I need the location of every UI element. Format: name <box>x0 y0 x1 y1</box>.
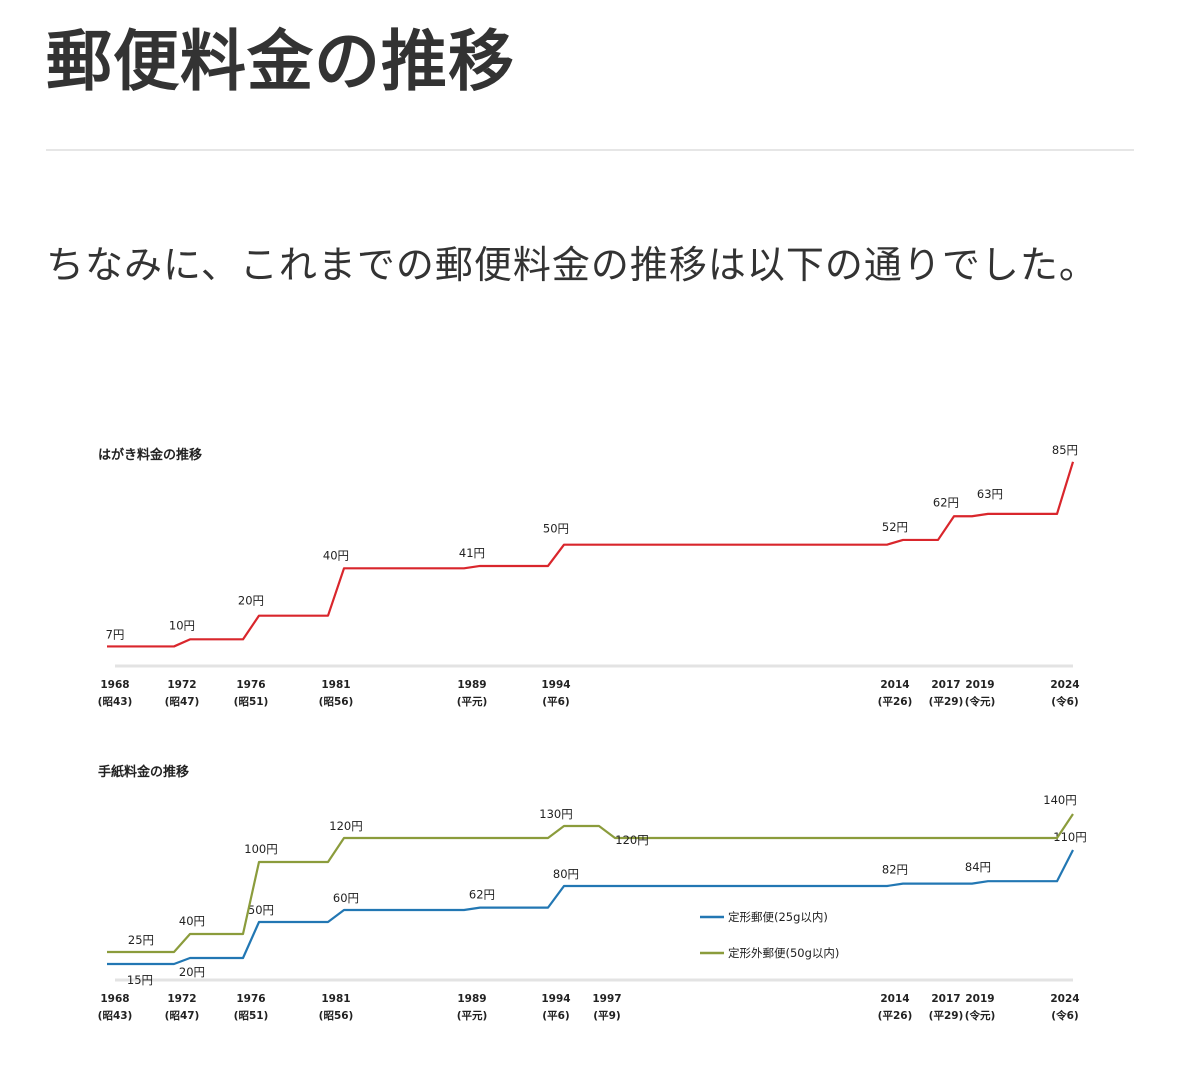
data-label: 100円 <box>244 842 277 856</box>
x-tick-year: 1989 <box>457 993 486 1005</box>
x-tick-year: 2014 <box>880 679 909 691</box>
chart-title: はがき料金の推移 <box>98 447 202 463</box>
x-tick-year: 1972 <box>167 993 196 1005</box>
x-tick-era: (平26) <box>878 1010 913 1022</box>
data-label: 63円 <box>977 487 1003 501</box>
x-tick-era: (平6) <box>542 696 569 708</box>
x-tick-era: (平9) <box>593 1010 620 1022</box>
x-tick-era: (昭56) <box>319 696 354 708</box>
x-tick-year: 1981 <box>321 679 350 691</box>
x-tick-year: 1972 <box>167 679 196 691</box>
x-tick-year: 1994 <box>541 679 570 691</box>
x-tick-year: 2024 <box>1050 993 1079 1005</box>
x-tick-year: 1997 <box>592 993 621 1005</box>
title-divider <box>46 149 1134 151</box>
data-label: 15円 <box>127 973 153 987</box>
legend-label: 定形外郵便(50g以内) <box>728 946 839 960</box>
data-label: 85円 <box>1052 443 1078 457</box>
x-tick-era: (令元) <box>965 695 996 708</box>
data-label: 20円 <box>179 965 205 979</box>
x-tick-era: (昭56) <box>319 1010 354 1022</box>
x-tick-year: 1968 <box>100 993 129 1005</box>
x-tick-year: 1976 <box>236 993 265 1005</box>
x-tick-era: (令6) <box>1051 695 1078 708</box>
data-label: 130円 <box>539 807 572 821</box>
series-line-1 <box>107 849 1074 966</box>
data-label: 10円 <box>169 618 195 632</box>
data-label: 80円 <box>553 867 579 881</box>
data-label: 62円 <box>933 495 959 509</box>
data-label: 82円 <box>882 863 908 877</box>
data-label: 25円 <box>128 933 154 947</box>
x-tick-year: 1976 <box>236 679 265 691</box>
x-tick-era: (昭43) <box>98 696 133 708</box>
x-tick-era: (平26) <box>878 696 913 708</box>
x-tick-year: 2014 <box>880 993 909 1005</box>
series-line-1 <box>107 461 1075 648</box>
letter-price-chart: 手紙料金の推移 1968 (昭43) 1972 (昭47) 1976 (昭51) 1981 (昭… <box>98 764 1087 1022</box>
x-tick-year: 2024 <box>1050 679 1079 691</box>
data-label: 40円 <box>179 914 205 928</box>
series-line-2 <box>107 813 1074 954</box>
x-tick-era: (昭51) <box>234 1010 269 1022</box>
data-label: 50円 <box>543 522 569 536</box>
body-paragraph: ちなみに、これまでの郵便料金の推移は以下の通りでした。 <box>46 243 1098 287</box>
x-tick-year: 1968 <box>100 679 129 691</box>
data-label: 41円 <box>459 546 485 560</box>
x-tick-era: (昭51) <box>234 696 269 708</box>
hagaki-price-chart: はがき料金の推移 1968 (昭43) 1972 (昭47) 1976 (昭51) 1981 (… <box>98 443 1080 708</box>
x-tick-year: 2019 <box>965 679 994 691</box>
data-label: 7円 <box>106 627 125 641</box>
x-tick-year: 2017 <box>931 993 960 1005</box>
x-tick-year: 1994 <box>541 993 570 1005</box>
x-tick-era: (平29) <box>929 696 964 708</box>
data-label: 120円 <box>615 833 648 847</box>
data-label: 84円 <box>965 860 991 874</box>
x-tick-era: (平元) <box>457 696 488 708</box>
data-label: 120円 <box>329 819 362 833</box>
x-tick-era: (昭47) <box>165 696 200 708</box>
x-tick-era: (昭47) <box>165 1010 200 1022</box>
data-label: 52円 <box>882 520 908 534</box>
x-tick-year: 1989 <box>457 679 486 691</box>
data-label: 60円 <box>333 891 359 905</box>
x-tick-era: (令元) <box>965 1009 996 1022</box>
data-label: 110円 <box>1053 830 1086 844</box>
chart-title: 手紙料金の推移 <box>98 764 189 780</box>
data-label: 20円 <box>238 594 264 608</box>
x-tick-era: (平元) <box>457 1010 488 1022</box>
x-tick-year: 2017 <box>931 679 960 691</box>
legend-label: 定形郵便(25g以内) <box>728 910 828 924</box>
x-tick-year: 2019 <box>965 993 994 1005</box>
x-tick-era: (平6) <box>542 1010 569 1022</box>
x-tick-year: 1981 <box>321 993 350 1005</box>
page-title: 郵便料金の推移 <box>46 23 515 100</box>
x-tick-era: (昭43) <box>98 1010 133 1022</box>
x-tick-era: (平29) <box>929 1010 964 1022</box>
x-tick-era: (令6) <box>1051 1009 1078 1022</box>
data-label: 140円 <box>1043 793 1076 807</box>
data-label: 50円 <box>248 903 274 917</box>
data-label: 40円 <box>323 548 349 562</box>
data-label: 62円 <box>469 888 495 902</box>
